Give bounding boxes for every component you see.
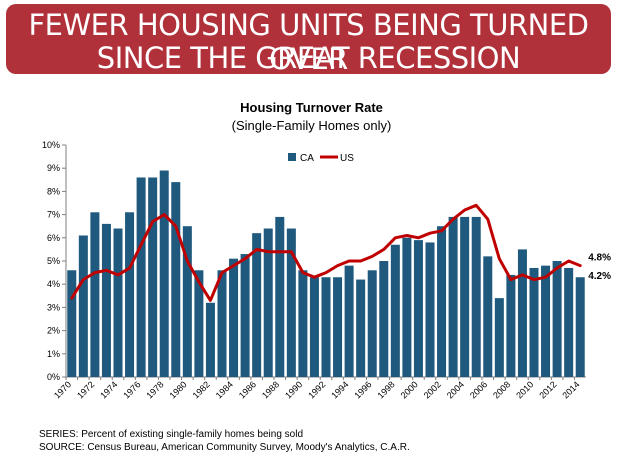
ca-bar [541,265,551,377]
ca-bar [552,261,562,377]
ca-bar [298,270,308,377]
ca-bar [78,235,88,377]
ca-bar [309,277,319,377]
x-tick-label: 1984 [214,379,235,400]
banner-title-line-1: FEWER HOUSING UNITS BEING TURNED OVER [28,8,589,76]
y-tick-label: 9% [47,163,60,173]
ca-bar [182,226,192,377]
ca-bar [344,265,354,377]
x-tick-label: 2010 [514,379,535,400]
y-tick-label: 8% [47,186,60,196]
ca-bar [333,277,343,377]
x-tick-label: 2000 [399,379,420,400]
chart-annotations: 4.8% 4.2% [588,253,611,283]
ca-bar [437,226,447,377]
ca-bar [252,233,262,377]
x-tick-label: 2012 [537,379,558,400]
legend-us-label: US [340,153,354,164]
ca-bar [90,212,100,377]
ca-bar [356,279,366,377]
title-banner: FEWER HOUSING UNITS BEING TURNED OVER SI… [6,4,611,76]
ca-bar [136,177,146,377]
ca-bar [101,223,111,377]
y-tick-label: 7% [47,210,60,220]
us-line-layer [70,203,582,302]
chart-title: Housing Turnover Rate [240,100,383,115]
y-tick-label: 2% [47,326,60,336]
ca-bar [564,267,574,377]
x-tick-label: 1974 [98,379,119,400]
ca-bar [517,249,527,377]
ca-bar [321,277,331,377]
x-tick-label: 1994 [329,379,350,400]
ca-bar [575,277,585,377]
ca-bar [159,170,169,377]
data-label-ca: 4.2% [588,271,611,282]
ca-bar [229,258,239,377]
x-tick-label: 1990 [283,379,304,400]
ca-bar [194,270,204,377]
ca-bar [367,270,377,377]
x-tick-label: 2006 [468,379,489,400]
ca-bar [425,242,435,377]
banner-title-line-2: SINCE THE GREAT RECESSION [96,41,521,75]
ca-bar [460,216,470,377]
ca-bar [263,228,273,377]
ca-bar [67,270,77,377]
chart-subtitle: (Single-Family Homes only) [231,118,392,133]
ca-bar [286,228,296,377]
y-tick-label: 1% [47,349,60,359]
ca-bar [506,274,516,377]
ca-bar [148,177,158,377]
ca-bar [379,261,389,377]
legend-ca-label: CA [300,153,314,164]
x-tick-label: 2004 [445,379,466,400]
y-tick-label: 0% [47,372,60,382]
ca-bar [402,237,412,377]
ca-bar [483,256,493,377]
legend-ca-swatch [288,153,296,161]
x-tick-label: 1980 [168,379,189,400]
data-label-us: 4.8% [588,253,611,264]
source-footnote: SOURCE: Census Bureau, American Communit… [39,442,410,453]
ca-bar [171,182,181,377]
x-tick-label: 1978 [144,379,165,400]
us-line [70,203,582,302]
ca-bar [494,298,504,377]
ca-bar [125,212,135,377]
x-tick-label: 1982 [191,379,212,400]
y-tick-label: 5% [47,256,60,266]
ca-bar [240,254,250,377]
series-footnote: SERIES: Percent of existing single-famil… [39,429,304,440]
ca-bar [217,270,227,377]
ca-bar [275,216,285,377]
ca-bar [529,267,539,377]
x-tick-label: 1972 [75,379,96,400]
ca-bar [390,244,400,377]
x-tick-label: 1998 [376,379,397,400]
ca-bar [413,240,423,377]
y-tick-label: 6% [47,233,60,243]
x-tick-label: 2014 [560,379,581,400]
x-tick-label: 1992 [306,379,327,400]
y-tick-label: 10% [42,140,60,150]
x-tick-label: 1988 [260,379,281,400]
x-tick-label: 2008 [491,379,512,400]
x-tick-label: 1976 [121,379,142,400]
x-tick-label: 1986 [237,379,258,400]
ca-bar [448,216,458,377]
y-tick-label: 4% [47,279,60,289]
x-tick-label: 1996 [352,379,373,400]
ca-bar [205,302,215,377]
y-tick-label: 3% [47,302,60,312]
ca-bar [113,228,123,377]
x-tick-label: 1970 [52,379,73,400]
x-tick-label: 2002 [422,379,443,400]
chart-legend: CA US [288,153,354,164]
ca-bars [67,170,585,377]
ca-bar [471,216,481,377]
